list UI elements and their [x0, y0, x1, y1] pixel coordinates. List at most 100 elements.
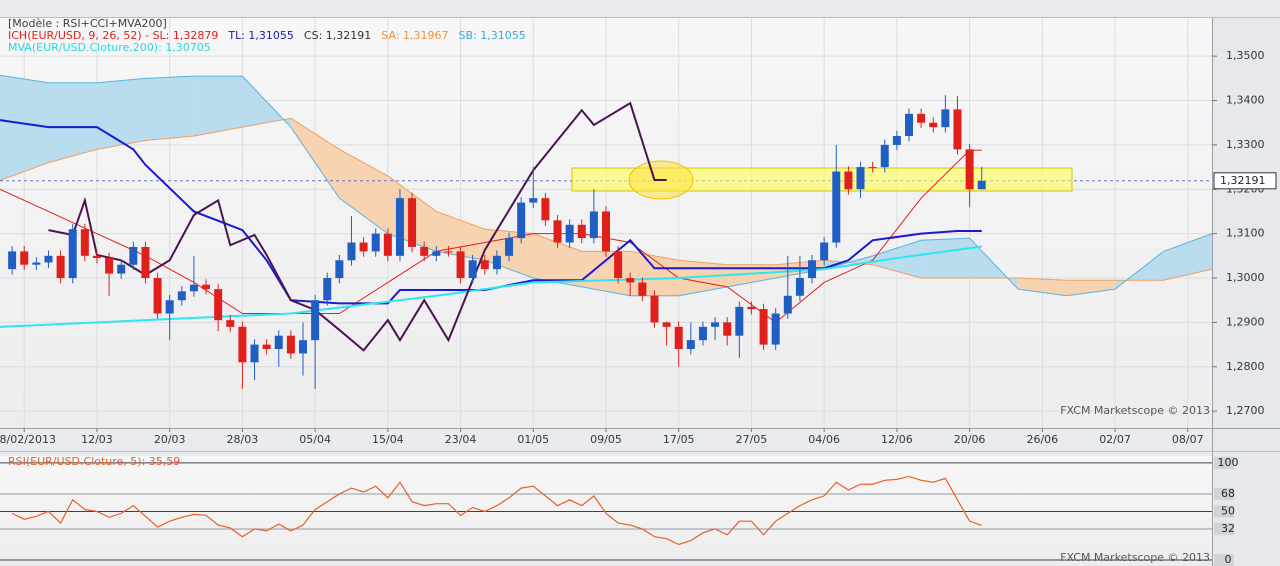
- legend-entry: MVA(EUR/USD.Cloture,200): 1,30705: [8, 41, 211, 54]
- candle-body: [844, 171, 853, 190]
- cloud-segment: [290, 118, 340, 199]
- candle-body: [977, 180, 986, 190]
- candle-body: [468, 260, 477, 279]
- y-tick-box: [1214, 456, 1234, 469]
- candle-body: [347, 242, 356, 261]
- candle-body: [517, 202, 526, 239]
- candle-body: [456, 251, 465, 279]
- candle-body: [371, 233, 380, 252]
- candle-body: [868, 167, 877, 169]
- y-tick-label: 1,3100: [1226, 227, 1265, 240]
- x-tick-label: 20/03: [154, 433, 186, 446]
- candle-body: [395, 198, 404, 256]
- x-tick-label: 17/05: [663, 433, 695, 446]
- highlight-zone: [571, 167, 1073, 192]
- candle-body: [541, 198, 550, 221]
- candle-body: [589, 211, 598, 239]
- x-tick-label: 23/04: [445, 433, 477, 446]
- cloud-segment: [0, 75, 49, 181]
- candle-body: [262, 344, 271, 350]
- candle-body: [335, 260, 344, 279]
- legend-entry: ICH(EUR/USD, 9, 26, 52) - SL: 1,32879: [8, 29, 218, 42]
- legend-entry: [Modèle : RSI+CCI+MVA200]: [8, 17, 167, 30]
- y-tick-label: 1,2900: [1226, 315, 1265, 328]
- candle-body: [614, 251, 623, 279]
- candle-body: [286, 335, 295, 354]
- x-tick-label: 09/05: [590, 433, 622, 446]
- candle-body: [686, 340, 695, 350]
- y-tick-label: 1,3500: [1226, 49, 1265, 62]
- y-tick-label: 50: [1221, 504, 1235, 517]
- candle-body: [856, 167, 865, 190]
- candle-body: [892, 136, 901, 145]
- credit: FXCM Marketscope © 2013: [1060, 551, 1210, 564]
- candle-body: [553, 220, 562, 243]
- cloud-segment: [921, 238, 970, 279]
- candle-body: [698, 326, 707, 341]
- candle-body: [602, 211, 610, 252]
- candle-body: [226, 320, 235, 327]
- candle-body: [492, 255, 501, 270]
- candle-body: [92, 255, 101, 259]
- candle-body: [80, 229, 89, 256]
- indicator-line: [0, 119, 982, 305]
- candle-body: [56, 255, 65, 279]
- x-tick-label: 27/05: [736, 433, 768, 446]
- candle-body: [177, 291, 186, 301]
- cloud-segment: [1163, 233, 1212, 281]
- rsi-panel: [0, 456, 1212, 564]
- cloud-segment: [1018, 278, 1067, 296]
- candle-body: [105, 258, 114, 274]
- y-tick-box: [1214, 487, 1234, 500]
- candle-body: [408, 198, 417, 247]
- candle-body: [8, 251, 17, 270]
- y-tick-label: 68: [1221, 487, 1235, 500]
- legend-entry: SA: 1,31967: [381, 29, 448, 42]
- candle-body: [650, 295, 659, 323]
- candle-body: [832, 171, 841, 243]
- candle-body: [480, 260, 489, 270]
- rsi-layer: 0 32 50 68 100 RSI(EUR/USD.Cloture, 5): 35,59…: [0, 455, 1239, 566]
- candle-body: [565, 224, 574, 243]
- candle-body: [383, 233, 392, 256]
- candle-body: [941, 109, 950, 128]
- candle-body: [759, 309, 768, 345]
- legend-line: MVA(EUR/USD.Cloture,200): 1,30705: [8, 41, 211, 54]
- y-tick-box: [1214, 505, 1234, 518]
- candle-body: [359, 242, 368, 252]
- x-tick-label: 08/07: [1172, 433, 1204, 446]
- cloud-segment: [872, 240, 922, 279]
- x-tick-label: 01/05: [517, 433, 549, 446]
- cloud-segment: [727, 264, 776, 287]
- candle-body: [444, 251, 453, 253]
- candle-body: [311, 300, 320, 341]
- candle-body: [905, 113, 913, 137]
- cloud-segment: [193, 76, 243, 137]
- candle-body: [626, 278, 635, 283]
- x-tick-label: 28/02/2013: [0, 433, 56, 446]
- candle-body: [323, 278, 332, 301]
- credit: FXCM Marketscope © 2013: [1060, 404, 1210, 417]
- legend-line: ICH(EUR/USD, 9, 26, 52) - SL: 1,32879 TL:…: [8, 29, 526, 42]
- candle-body: [153, 278, 162, 314]
- candle-body: [117, 264, 126, 274]
- candle-body: [820, 242, 829, 261]
- y-tick-box: [1214, 554, 1234, 566]
- candle-body: [299, 340, 307, 354]
- candle-body: [32, 262, 41, 265]
- candle-body: [20, 251, 29, 265]
- candle-body: [141, 246, 150, 279]
- candle-body: [783, 295, 792, 314]
- y-tick-box: [1214, 522, 1234, 535]
- candle-body: [965, 149, 974, 190]
- x-tick-label: 04/06: [808, 433, 840, 446]
- candle-body: [638, 282, 647, 296]
- candle-body: [505, 238, 514, 256]
- candle-body: [420, 246, 429, 256]
- x-tick-label: 20/06: [954, 433, 986, 446]
- candle-body: [662, 322, 671, 327]
- candle-body: [189, 284, 198, 292]
- candle-body: [129, 246, 138, 265]
- y-tick-label: 1,3000: [1226, 271, 1265, 284]
- candle-body: [68, 229, 77, 279]
